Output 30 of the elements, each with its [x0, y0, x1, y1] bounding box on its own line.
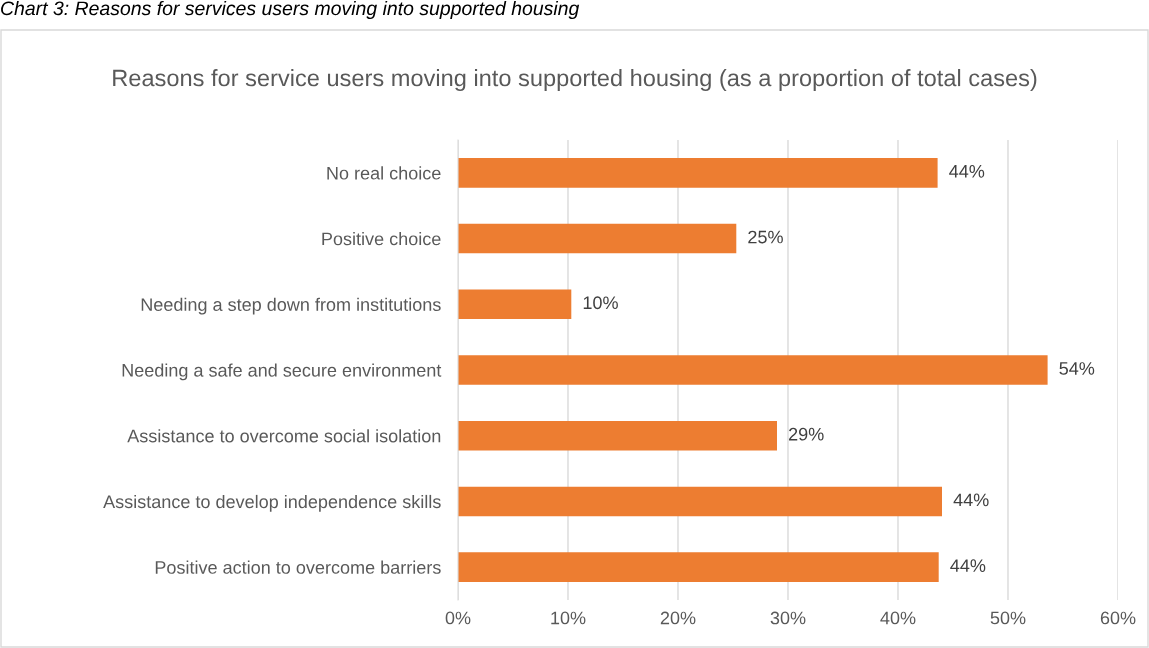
data-label: 29% [789, 427, 824, 441]
y-tick-label: Positive action to overcome barriers [155, 560, 441, 574]
data-label: 10% [583, 296, 618, 310]
bar [458, 223, 737, 254]
y-tick-label: Assistance to develop independence skills [103, 494, 441, 512]
chart-title: Reasons for service users moving into supported housing (as a proportion of total cases) [113, 69, 1037, 92]
bar [458, 355, 1048, 385]
y-tick-label: No real choice [327, 166, 441, 180]
data-label: 54% [1059, 362, 1095, 375]
y-tick-label: Positive choice [322, 232, 441, 246]
data-label: 44% [950, 559, 986, 572]
x-tick-label: 30% [770, 611, 806, 625]
data-label: 44% [949, 165, 985, 178]
bar [458, 158, 938, 188]
caption: Chart 3: Reasons for services users moving into supported housing [1, 0, 580, 20]
data-label: 25% [748, 230, 783, 244]
bar [458, 289, 572, 320]
x-tick-label: 50% [990, 611, 1026, 625]
bar [458, 486, 942, 517]
x-tick-label: 0% [445, 611, 471, 625]
bar [458, 552, 939, 582]
x-tick-label: 10% [551, 611, 586, 625]
x-tick-label: 60% [1100, 611, 1136, 625]
y-tick-label: Assistance to overcome social isolation [127, 429, 441, 443]
x-tick-label: 40% [880, 611, 916, 625]
data-label: 44% [953, 493, 989, 507]
y-tick-label: Needing a safe and secure environment [122, 363, 442, 381]
x-tick-label: 20% [660, 611, 696, 625]
bar [458, 420, 777, 451]
y-tick-label: Needing a step down from institutions [141, 297, 441, 315]
